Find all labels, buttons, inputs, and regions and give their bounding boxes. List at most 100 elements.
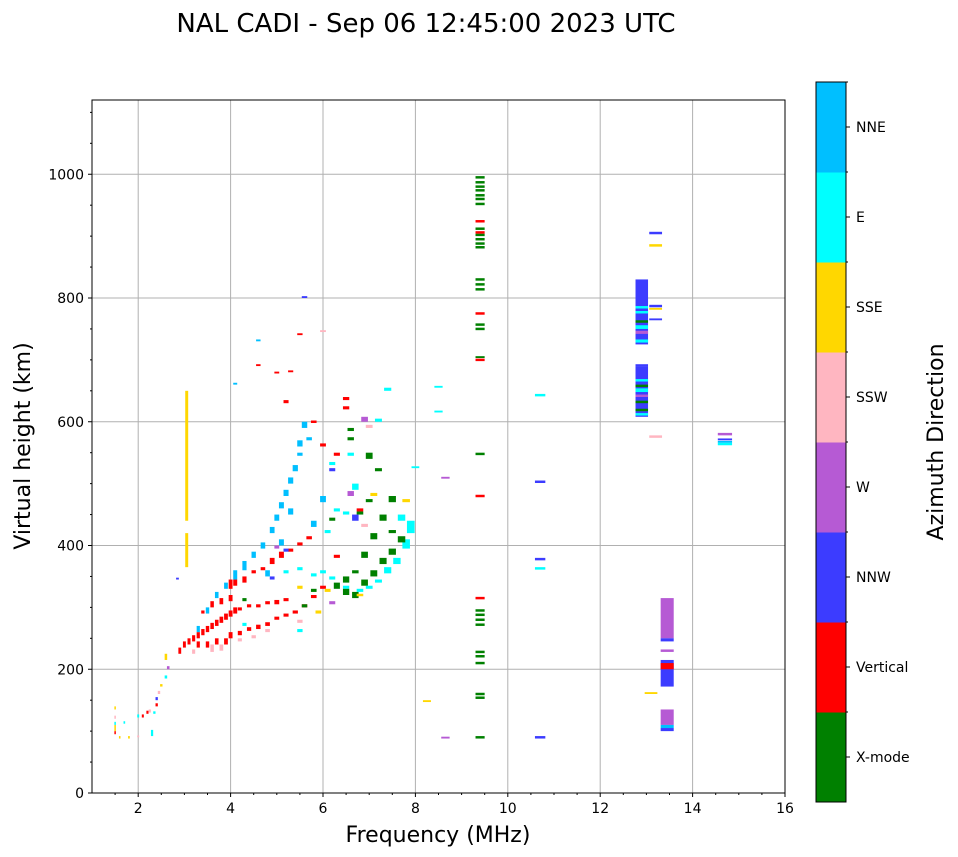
cell-x-mode xyxy=(388,496,396,503)
cell-nnw xyxy=(660,728,674,732)
y-axis-ticks: 0 200 400 600 800 1000 xyxy=(48,111,92,802)
cell-vertical xyxy=(310,595,317,599)
cell-x-mode xyxy=(388,548,396,555)
cell-vertical xyxy=(114,731,116,735)
cell-x-mode xyxy=(475,227,485,230)
cell-sse xyxy=(649,307,663,310)
cell-sse xyxy=(644,692,658,694)
cell-e xyxy=(150,729,154,737)
cell-x-mode xyxy=(370,570,378,577)
cell-x-mode xyxy=(475,661,485,665)
cell-x-mode xyxy=(475,650,485,654)
cell-nnw xyxy=(269,576,275,580)
cell-x-mode xyxy=(370,533,378,540)
colorbar-swatch xyxy=(816,532,846,623)
cell-vertical xyxy=(214,619,219,626)
plot-frame xyxy=(91,99,786,794)
cell-vertical xyxy=(242,576,247,583)
cell-sse xyxy=(297,585,303,589)
cell-ssw xyxy=(251,635,256,639)
cell-vertical xyxy=(210,622,214,630)
cell-vertical xyxy=(310,420,317,423)
cell-x-mode xyxy=(242,598,247,602)
cell-nne xyxy=(297,440,303,447)
cell-ssw xyxy=(219,644,224,651)
cell-w xyxy=(660,649,674,652)
cell-x-mode xyxy=(475,613,485,617)
cell-nnw xyxy=(301,296,308,298)
cell-sse xyxy=(356,593,364,597)
cell-nnw xyxy=(649,304,663,308)
cell-vertical xyxy=(333,452,340,456)
cell-sse xyxy=(128,736,130,739)
cell-x-mode xyxy=(475,189,485,192)
cell-nne xyxy=(288,508,294,515)
cell-w xyxy=(660,598,674,639)
cell-vertical xyxy=(475,358,485,362)
cell-x-mode xyxy=(352,570,359,574)
cell-vertical xyxy=(251,570,256,574)
cell-nnw xyxy=(534,736,546,739)
cell-vertical xyxy=(342,397,350,401)
cell-nne xyxy=(256,339,261,342)
x-tick-label: 10 xyxy=(499,801,517,817)
cell-w xyxy=(347,491,354,496)
colorbar-label-ssw: SSW xyxy=(856,390,888,406)
cell-e xyxy=(114,721,116,725)
cell-e xyxy=(393,557,401,565)
cell-x-mode xyxy=(347,437,354,441)
cell-nne xyxy=(224,582,228,589)
cell-x-mode xyxy=(356,511,364,515)
cell-vertical xyxy=(228,579,233,589)
cell-sse xyxy=(422,700,431,703)
cell-e xyxy=(329,576,336,580)
cell-x-mode xyxy=(475,618,485,621)
cell-ssw xyxy=(297,619,303,623)
cell-vertical xyxy=(237,607,242,611)
cell-e xyxy=(324,530,331,534)
cell-vertical xyxy=(320,585,326,589)
cell-x-mode xyxy=(475,233,485,237)
cell-nne xyxy=(205,607,210,614)
cell-vertical xyxy=(219,616,224,623)
cell-vertical xyxy=(278,551,284,558)
cell-vertical xyxy=(233,579,238,586)
colorbar-swatch xyxy=(816,352,846,443)
cell-e xyxy=(352,483,359,490)
colorbar-label-nnw: NNW xyxy=(856,570,891,586)
cell-x-mode xyxy=(475,609,485,612)
cell-x-mode xyxy=(475,278,485,281)
cell-e xyxy=(534,393,546,397)
cell-e xyxy=(384,387,392,391)
cell-nne xyxy=(269,526,275,534)
y-tick-label: 600 xyxy=(57,415,84,431)
cell-x-mode xyxy=(347,427,354,432)
cell-nnw xyxy=(283,548,289,552)
cell-nne xyxy=(233,382,238,385)
cell-e xyxy=(310,573,317,577)
cell-nne xyxy=(274,514,280,521)
y-tick-label: 400 xyxy=(57,539,84,555)
cell-vertical xyxy=(187,638,191,645)
colorbar-label-e: E xyxy=(856,210,865,226)
cell-e xyxy=(434,385,443,388)
cell-e xyxy=(635,413,649,416)
cell-vertical xyxy=(214,638,219,645)
cell-vertical xyxy=(201,629,205,636)
cell-nne xyxy=(717,440,733,443)
cell-x-mode xyxy=(329,517,336,521)
y-axis-label: Virtual height (km) xyxy=(11,342,36,549)
cell-x-mode xyxy=(475,623,485,626)
cell-e xyxy=(635,379,649,382)
cell-vertical xyxy=(246,627,252,631)
cell-x-mode xyxy=(397,536,406,543)
cell-vertical xyxy=(475,231,485,234)
x-tick-label: 16 xyxy=(776,801,794,817)
colorbar-swatch xyxy=(816,712,846,803)
cell-w xyxy=(329,601,336,605)
cell-x-mode xyxy=(475,696,485,699)
cell-e xyxy=(347,452,354,456)
colorbar-label-vertical: Vertical xyxy=(856,660,908,676)
cell-vertical xyxy=(141,714,144,718)
